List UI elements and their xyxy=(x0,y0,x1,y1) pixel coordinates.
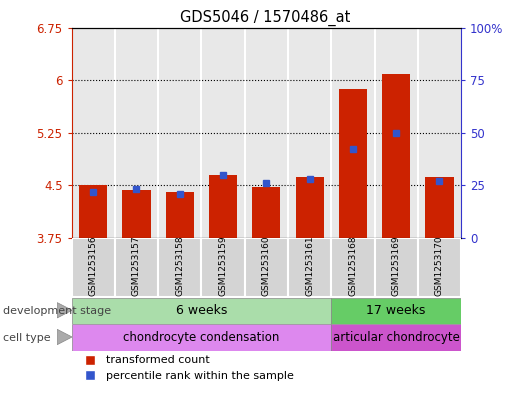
Text: GSM1253159: GSM1253159 xyxy=(218,236,227,296)
Text: chondrocyte condensation: chondrocyte condensation xyxy=(123,331,280,344)
Bar xyxy=(115,238,158,297)
Bar xyxy=(72,238,115,297)
Text: GSM1253170: GSM1253170 xyxy=(435,236,444,296)
Legend: transformed count, percentile rank within the sample: transformed count, percentile rank withi… xyxy=(74,351,298,386)
Bar xyxy=(201,238,245,297)
Text: 6 weeks: 6 weeks xyxy=(176,304,227,318)
Bar xyxy=(158,238,201,297)
Text: GSM1253160: GSM1253160 xyxy=(262,236,271,296)
Bar xyxy=(72,324,331,351)
Bar xyxy=(331,324,461,351)
Bar xyxy=(209,174,237,238)
Bar xyxy=(79,185,107,238)
Bar xyxy=(122,190,151,238)
Bar xyxy=(339,89,367,238)
Bar xyxy=(426,177,454,238)
Bar xyxy=(382,74,410,238)
Text: GSM1253158: GSM1253158 xyxy=(175,236,184,296)
Text: GSM1253156: GSM1253156 xyxy=(89,236,98,296)
Bar xyxy=(245,238,288,297)
Text: GDS5046 / 1570486_at: GDS5046 / 1570486_at xyxy=(180,10,350,26)
Bar xyxy=(72,298,331,324)
Bar xyxy=(166,192,194,238)
Bar xyxy=(418,238,461,297)
Bar xyxy=(252,187,280,238)
Text: development stage: development stage xyxy=(3,306,111,316)
Text: GSM1253169: GSM1253169 xyxy=(392,236,401,296)
Bar xyxy=(331,238,375,297)
Text: articular chondrocyte: articular chondrocyte xyxy=(333,331,460,344)
Bar xyxy=(331,298,461,324)
Text: cell type: cell type xyxy=(3,332,50,343)
Text: 17 weeks: 17 weeks xyxy=(366,304,426,318)
Bar xyxy=(375,238,418,297)
Text: GSM1253157: GSM1253157 xyxy=(132,236,141,296)
Bar xyxy=(296,177,324,238)
Bar xyxy=(288,238,331,297)
Polygon shape xyxy=(57,303,72,318)
Text: GSM1253168: GSM1253168 xyxy=(348,236,357,296)
Text: GSM1253161: GSM1253161 xyxy=(305,236,314,296)
Polygon shape xyxy=(57,329,72,345)
